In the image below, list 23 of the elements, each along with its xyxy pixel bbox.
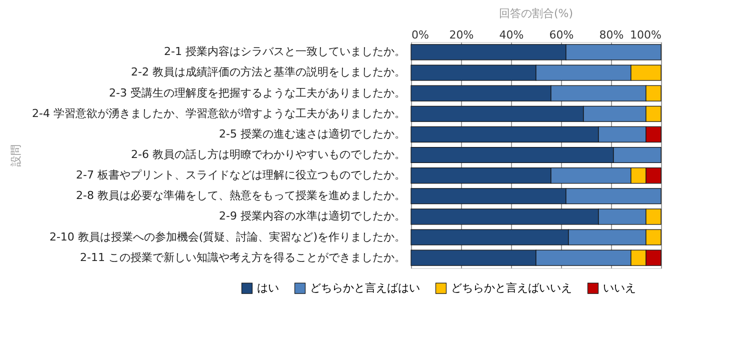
chart-title: 回答の割合(%) [498,7,574,20]
y-tick-label: 2-6 教員の話し方は明瞭でわかりやすいものでしたか。 [131,148,406,161]
y-axis-title: 設問 [10,144,22,166]
legend-label: どちらかと言えばはい [310,281,420,294]
x-tick-label: 60% [549,28,574,42]
y-tick-label: 2-10 教員は授業への参加機会(質疑、討論、実習など)を作りましたか。 [49,230,406,244]
y-tick-label: 2-8 教員は必要な準備をして、熱意をもって授業を進めましたか。 [76,189,406,202]
x-tick-label: 0% [412,28,429,42]
x-tick-label: 20% [449,28,474,42]
legend-label: どちらかと言えばいいえ [451,281,572,294]
y-tick-label: 2-11 この授業で新しい知識や考え方を得ることができましたか。 [80,250,406,264]
y-tick-label: 2-3 受講生の理解度を把握するような工夫がありましたか。 [109,86,406,100]
x-tick-label: 40% [499,28,524,42]
legend-label: いいえ [603,281,636,294]
y-tick-label: 2-7 板書やプリント、スライドなどは理解に役立つものでしたか。 [76,168,406,182]
x-tick-label: 80% [599,28,624,42]
y-tick-label: 2-9 授業内容の水準は適切でしたか。 [219,210,406,223]
legend-label: はい [257,281,279,294]
y-tick-label: 2-2 教員は成績評価の方法と基準の説明をしましたか。 [131,66,406,79]
y-tick-label: 2-1 授業内容はシラバスと一致していましたか。 [164,45,406,58]
y-tick-label: 2-5 授業の進む速さは適切でしたか。 [219,127,406,140]
x-tick-label: 100% [630,28,662,42]
y-tick-label: 2-4 学習意欲が湧きましたか、学習意欲が増すような工夫がありましたか。 [32,106,406,120]
